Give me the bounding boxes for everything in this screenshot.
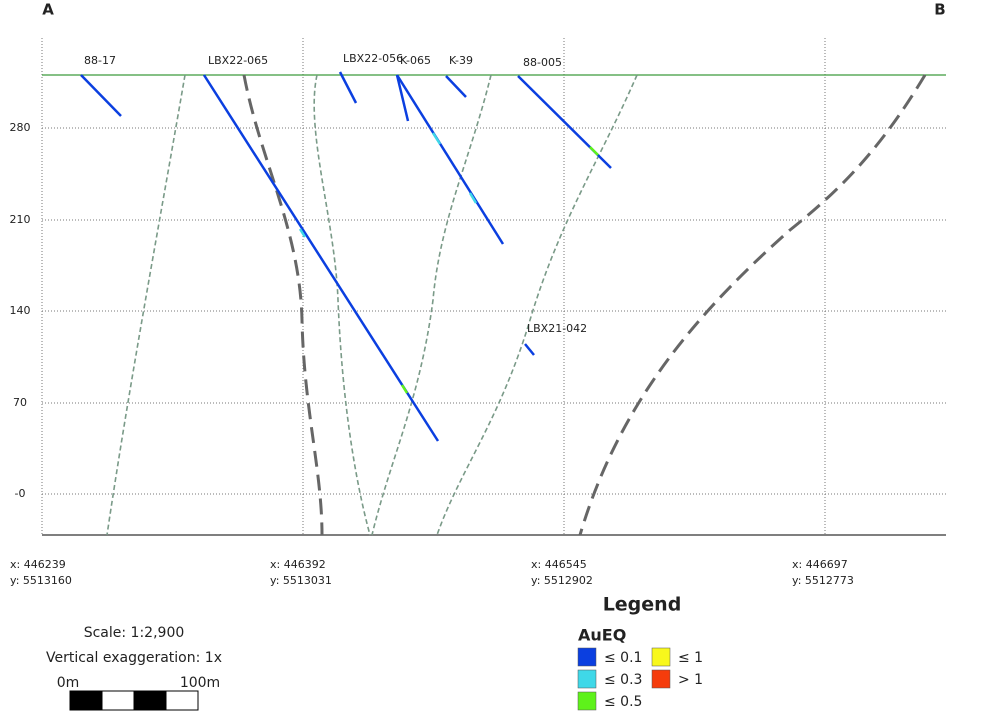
- elevation-labels: 280 210 140 70 -0: [10, 121, 31, 500]
- assay-interval: [298, 228, 307, 238]
- scale-bar: [133, 690, 167, 711]
- contact: [106, 74, 186, 536]
- legend-swatch: [577, 647, 597, 667]
- coord-x: x: 446239: [10, 558, 66, 571]
- legend-label: ≤ 0.5: [604, 694, 642, 710]
- drill-trace: [338, 71, 358, 104]
- corner-label: B: [934, 1, 945, 19]
- elevation-label: 140: [10, 304, 31, 317]
- hole-label: 88-17: [84, 54, 116, 67]
- fault: [242, 74, 324, 536]
- drill-trace: [524, 343, 535, 356]
- drill-trace: [395, 74, 505, 245]
- fault: [578, 74, 927, 536]
- coord-x: x: 446545: [531, 558, 587, 571]
- assay-interval: [589, 146, 599, 156]
- drill-trace: [445, 75, 467, 98]
- coord-y: y: 5512773: [792, 574, 854, 587]
- assay-interval: [468, 192, 478, 204]
- elevation-label: 280: [10, 121, 31, 134]
- scale-start: 0m: [57, 675, 80, 691]
- legend-swatch: [651, 647, 671, 667]
- coord-x: x: 446697: [792, 558, 848, 571]
- hole-label: LBX22-056: [343, 52, 403, 65]
- legend-variable: AuEQ: [578, 626, 626, 645]
- drill-trace: [202, 74, 440, 442]
- hole-label: K-39: [449, 54, 473, 67]
- legend-swatch: [577, 691, 597, 711]
- elevation-label: 210: [10, 213, 31, 226]
- scale: Scale: 1:2,900 Vertical exaggeration: 1x…: [46, 625, 222, 711]
- scale-ratio: Scale: 1:2,900: [84, 625, 185, 641]
- legend-swatch: [651, 669, 671, 689]
- coordinate-labels: x: 446239 y: 5513160 x: 446392 y: 551303…: [10, 558, 854, 587]
- legend-label: ≤ 0.1: [604, 650, 642, 666]
- assay-interval: [400, 384, 409, 394]
- elevation-label: -0: [15, 487, 26, 500]
- contact: [313, 74, 371, 536]
- legend-label: ≤ 0.3: [604, 672, 642, 688]
- corner-label: A: [42, 1, 54, 19]
- legend-label: ≤ 1: [678, 650, 703, 666]
- coord-y: y: 5512902: [531, 574, 593, 587]
- legend: Legend AuEQ ≤ 0.1 ≤ 0.3 ≤ 0.5 ≤ 1 > 1: [577, 594, 703, 711]
- vertical-exaggeration: Vertical exaggeration: 1x: [46, 650, 222, 666]
- drill-trace: [395, 74, 410, 122]
- coord-x: x: 446392: [270, 558, 326, 571]
- assay-interval: [431, 132, 442, 145]
- hole-label: K-065: [400, 54, 431, 67]
- scale-bar: [101, 690, 135, 711]
- drill-holes: 88-17 LBX22-065 LBX22-056 K-065 K-39 88-…: [80, 52, 612, 442]
- legend-label: > 1: [678, 672, 703, 688]
- contact: [436, 74, 638, 536]
- elevation-label: 70: [13, 396, 27, 409]
- drill-trace: [80, 74, 122, 117]
- geology: [106, 74, 927, 536]
- scale-end: 100m: [180, 675, 220, 691]
- coord-y: y: 5513160: [10, 574, 72, 587]
- hole-label: 88-005: [523, 56, 562, 69]
- contact: [371, 74, 492, 536]
- scale-bar: [69, 690, 103, 711]
- legend-title: Legend: [603, 594, 682, 616]
- scale-bar: [165, 690, 199, 711]
- hole-label: LBX21-042: [527, 322, 587, 335]
- hole-label: LBX22-065: [208, 54, 268, 67]
- legend-swatch: [577, 669, 597, 689]
- coord-y: y: 5513031: [270, 574, 332, 587]
- grid: [41, 38, 946, 536]
